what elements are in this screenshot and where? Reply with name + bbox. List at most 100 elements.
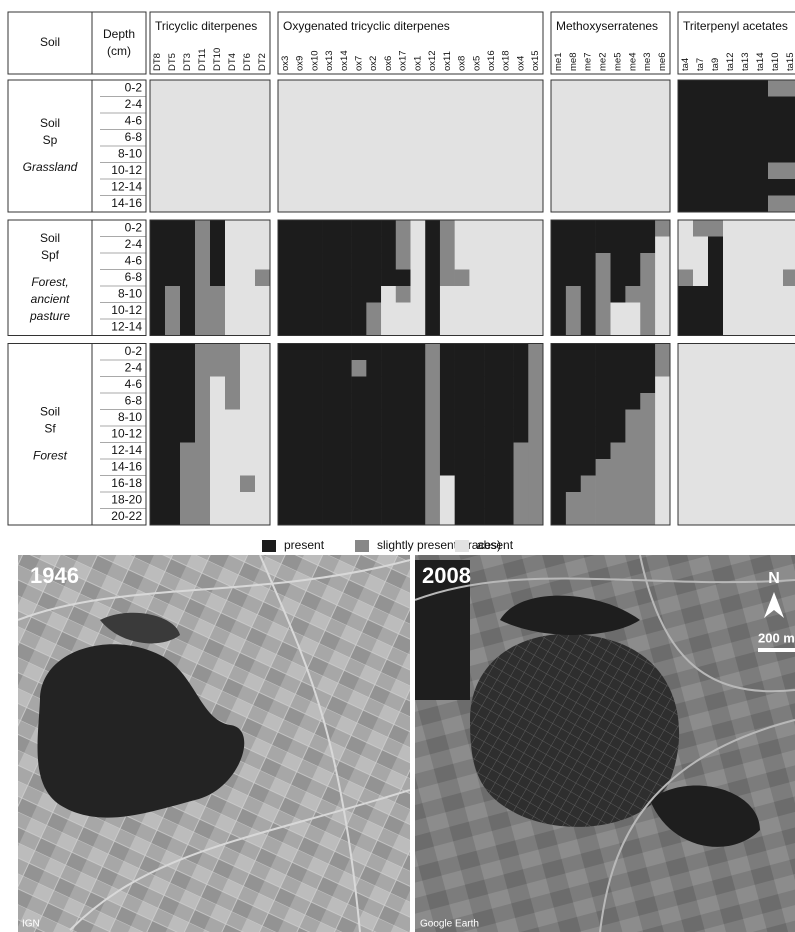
cell <box>366 319 382 336</box>
cell <box>395 426 411 443</box>
cell <box>655 302 671 320</box>
cell <box>595 113 611 130</box>
group-title: Methoxyserratenes <box>556 19 658 33</box>
cell <box>351 96 367 114</box>
cell <box>180 442 196 460</box>
cell <box>469 113 485 130</box>
cell <box>738 195 754 213</box>
cell <box>210 220 226 237</box>
cell <box>640 409 656 427</box>
cell <box>439 409 455 427</box>
cell <box>351 179 367 196</box>
cell <box>195 360 211 377</box>
cell <box>410 508 426 526</box>
cell <box>336 195 352 213</box>
cell <box>738 269 754 287</box>
cell <box>484 302 500 320</box>
cell <box>580 269 596 287</box>
depth-label: 2-4 <box>125 237 143 251</box>
cell <box>484 269 500 287</box>
cell <box>738 179 754 196</box>
cell <box>381 508 397 526</box>
cell <box>292 162 308 180</box>
cell <box>595 475 611 493</box>
cell <box>180 409 196 427</box>
cell <box>498 475 514 493</box>
cell <box>150 360 166 377</box>
group-box <box>149 219 271 336</box>
depth-label: 0-2 <box>125 220 143 234</box>
cell <box>195 179 211 196</box>
cell <box>768 376 784 394</box>
group-box <box>677 343 795 526</box>
cell <box>768 195 784 213</box>
cell <box>738 253 754 270</box>
depth-label: 6-8 <box>125 393 143 407</box>
column-label: ox7 <box>353 56 364 71</box>
cell <box>469 129 485 147</box>
cell <box>381 376 397 394</box>
cell <box>738 426 754 443</box>
cell <box>513 80 529 97</box>
cell <box>484 286 500 303</box>
cell <box>693 195 709 213</box>
cell <box>469 269 485 287</box>
cell <box>150 475 166 493</box>
cell <box>150 113 166 130</box>
land-use: ancient <box>31 292 70 306</box>
cell <box>595 129 611 147</box>
cell <box>278 179 294 196</box>
cell <box>225 492 241 509</box>
cell <box>678 376 694 394</box>
cell <box>498 302 514 320</box>
cell <box>723 426 739 443</box>
cell <box>439 195 455 213</box>
cell <box>351 393 367 410</box>
cell <box>240 492 256 509</box>
cell <box>381 442 397 460</box>
cell <box>292 269 308 287</box>
cell <box>693 220 709 237</box>
cell <box>225 129 241 147</box>
cell <box>753 162 769 180</box>
cell <box>678 319 694 336</box>
cell <box>278 269 294 287</box>
cell <box>395 220 411 237</box>
cell <box>708 360 724 377</box>
cell <box>351 113 367 130</box>
cell <box>580 286 596 303</box>
cell <box>783 129 795 147</box>
cell <box>610 442 626 460</box>
cell <box>351 269 367 287</box>
cell <box>678 195 694 213</box>
cell <box>738 475 754 493</box>
cell <box>439 492 455 509</box>
cell <box>498 409 514 427</box>
cell <box>307 179 323 196</box>
cell <box>625 475 641 493</box>
cell <box>513 269 529 287</box>
cell <box>150 146 166 163</box>
cell <box>678 475 694 493</box>
depth-label: 10-12 <box>111 303 142 317</box>
cell <box>180 360 196 377</box>
cell <box>640 80 656 97</box>
cell <box>410 343 426 361</box>
cell <box>180 393 196 410</box>
cell <box>708 286 724 303</box>
cell <box>708 129 724 147</box>
cell <box>240 253 256 270</box>
cell <box>381 319 397 336</box>
cell <box>439 343 455 361</box>
cell <box>366 220 382 237</box>
cell <box>565 195 582 213</box>
cell <box>513 343 529 361</box>
cell <box>610 162 626 180</box>
cell <box>513 409 529 427</box>
cell <box>708 426 724 443</box>
cell <box>425 475 441 493</box>
cell <box>225 179 241 196</box>
cell <box>768 162 784 180</box>
cell <box>723 409 739 427</box>
cell <box>640 236 656 254</box>
